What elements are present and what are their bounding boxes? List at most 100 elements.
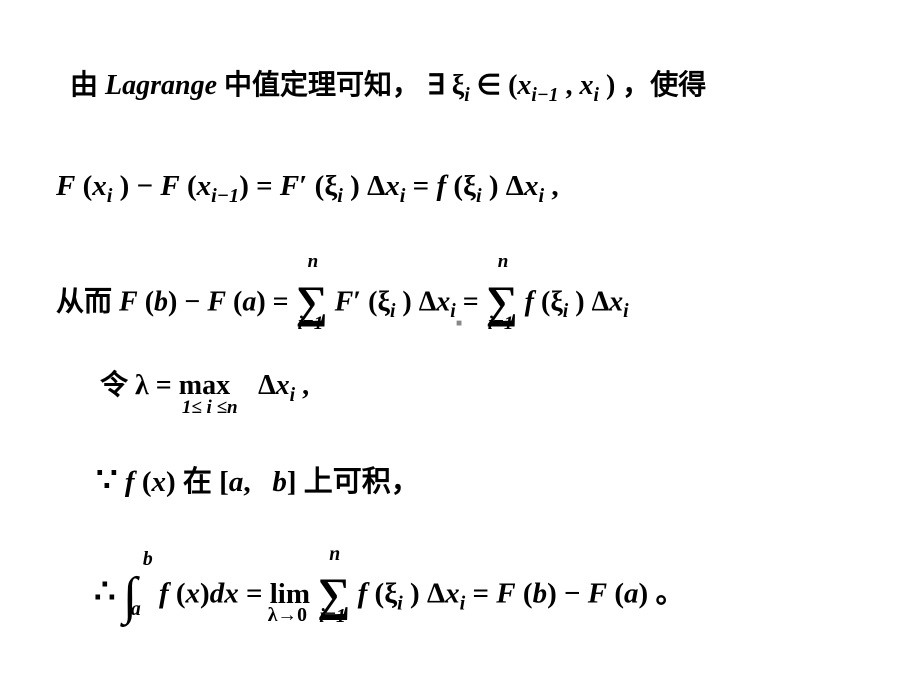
sum-block-1: n ∑ i=1 bbox=[296, 280, 328, 325]
var-F2: F bbox=[160, 170, 179, 202]
sub-i5: i bbox=[476, 185, 482, 207]
var-a2: a bbox=[624, 578, 639, 610]
lbr: [ bbox=[219, 466, 229, 498]
sub-i2: i bbox=[450, 301, 455, 322]
lp: ( bbox=[176, 578, 186, 610]
var-x2: x bbox=[197, 170, 212, 202]
minus: − bbox=[137, 170, 154, 202]
rp3: ) bbox=[547, 578, 557, 610]
rp: ) bbox=[120, 170, 130, 202]
period: 。 bbox=[655, 578, 684, 610]
sym-comma: , bbox=[566, 70, 573, 101]
rp4: ) bbox=[575, 286, 584, 317]
var-f2: f bbox=[358, 578, 368, 610]
eq: = bbox=[246, 578, 263, 610]
sub-i3: i bbox=[563, 301, 568, 322]
var-Fp: F bbox=[335, 286, 354, 317]
var-x: x bbox=[151, 466, 166, 498]
text-on: 在 bbox=[183, 466, 212, 498]
lp3: ( bbox=[523, 578, 533, 610]
text-let: 令 bbox=[100, 370, 128, 401]
text-mvt: 中值定理可知， bbox=[224, 70, 420, 101]
sub-i4: i bbox=[400, 185, 406, 207]
sub-i: i bbox=[290, 385, 295, 406]
sum-lower: i=1 bbox=[319, 607, 346, 627]
eq: = bbox=[273, 286, 289, 317]
sub-i: i bbox=[464, 85, 469, 106]
minus: − bbox=[564, 578, 581, 610]
sym-in: ∈ bbox=[477, 70, 501, 101]
sum-lower: i=1 bbox=[298, 314, 324, 333]
sub-i2: i bbox=[594, 85, 599, 106]
rp: ) bbox=[166, 466, 176, 498]
xi2: ξ bbox=[550, 286, 562, 317]
dx: dx bbox=[210, 578, 239, 610]
eq2: = bbox=[413, 170, 430, 202]
sym-exists: ∃ bbox=[427, 70, 445, 101]
minus: − bbox=[184, 286, 200, 317]
math-slide: 由 Lagrange 中值定理可知， ∃ ξi ∈ (xi−1 , xi ) ，… bbox=[0, 0, 920, 690]
var-f: f bbox=[125, 466, 135, 498]
var-f: f bbox=[436, 170, 446, 202]
rp: ) bbox=[200, 578, 210, 610]
var-b: b bbox=[533, 578, 548, 610]
var-F: F bbox=[119, 286, 138, 317]
var-f: f bbox=[525, 286, 534, 317]
eq2: = bbox=[463, 286, 479, 317]
therefore: ∴ bbox=[94, 574, 116, 611]
text-integrable: 上可积， bbox=[304, 466, 420, 498]
line-5: ∵ f (x) 在 [a, b] 上可积， bbox=[96, 464, 420, 498]
sub-i3: i bbox=[337, 185, 343, 207]
var-F: F bbox=[56, 170, 75, 202]
delta: Δ bbox=[258, 370, 276, 401]
rp2: ) bbox=[239, 170, 249, 202]
text-such-that: ，使得 bbox=[622, 70, 706, 101]
line-6: ∴ ∫ b a f (x)dx = lim λ→0 n ∑ i=1 f (ξi … bbox=[94, 570, 684, 622]
var-x2: x bbox=[580, 70, 594, 101]
because: ∵ bbox=[96, 462, 118, 499]
var-x2: x bbox=[445, 578, 460, 610]
sum-upper: n bbox=[329, 545, 340, 565]
rp4: ) bbox=[489, 170, 499, 202]
lambda: λ bbox=[135, 370, 149, 401]
lp4: ( bbox=[453, 170, 463, 202]
line-2: F (xi ) − F (xi−1) = F′ (ξi ) Δxi = f (ξ… bbox=[56, 172, 559, 206]
sub-i4: i bbox=[623, 301, 628, 322]
sub-im1: i−1 bbox=[531, 85, 558, 106]
lim-block: lim λ→0 bbox=[270, 580, 310, 609]
var-x4: x bbox=[524, 170, 539, 202]
sub-i: i bbox=[397, 593, 403, 615]
sub-i: i bbox=[107, 185, 113, 207]
line-3: 从而 F (b) − F (a) = n ∑ i=1 F′ (ξi ) Δxi … bbox=[56, 280, 629, 325]
max-sub: 1≤ i ≤n bbox=[165, 398, 255, 417]
rp3: ) bbox=[350, 170, 360, 202]
rp3: ) bbox=[402, 286, 411, 317]
rp2: ) bbox=[410, 578, 420, 610]
var-x: x bbox=[92, 170, 107, 202]
var-x2: x bbox=[609, 286, 623, 317]
var-Fp: F bbox=[280, 170, 299, 202]
lp4: ( bbox=[614, 578, 624, 610]
center-marker: ■ bbox=[456, 318, 462, 329]
sum-lower2: i=1 bbox=[488, 314, 514, 333]
lp2: ( bbox=[375, 578, 385, 610]
comma: , bbox=[302, 370, 309, 401]
comma: , bbox=[243, 466, 250, 498]
var-x: x bbox=[186, 578, 201, 610]
sub-i2: i bbox=[460, 593, 466, 615]
text-by: 由 bbox=[70, 70, 98, 101]
var-x: x bbox=[517, 70, 531, 101]
line-1: 由 Lagrange 中值定理可知， ∃ ξi ∈ (xi−1 , xi ) ，… bbox=[70, 72, 706, 105]
lp2: ( bbox=[233, 286, 242, 317]
delta: Δ bbox=[419, 286, 437, 317]
var-x: x bbox=[436, 286, 450, 317]
sub-i6: i bbox=[538, 185, 544, 207]
lp: ( bbox=[83, 170, 93, 202]
eq: = bbox=[256, 170, 273, 202]
delta: Δ bbox=[367, 170, 385, 202]
rp2: ) bbox=[256, 286, 265, 317]
rbr: ] bbox=[287, 466, 297, 498]
var-F2: F bbox=[207, 286, 226, 317]
xi2: ξ bbox=[463, 170, 476, 202]
lp: ( bbox=[145, 286, 154, 317]
